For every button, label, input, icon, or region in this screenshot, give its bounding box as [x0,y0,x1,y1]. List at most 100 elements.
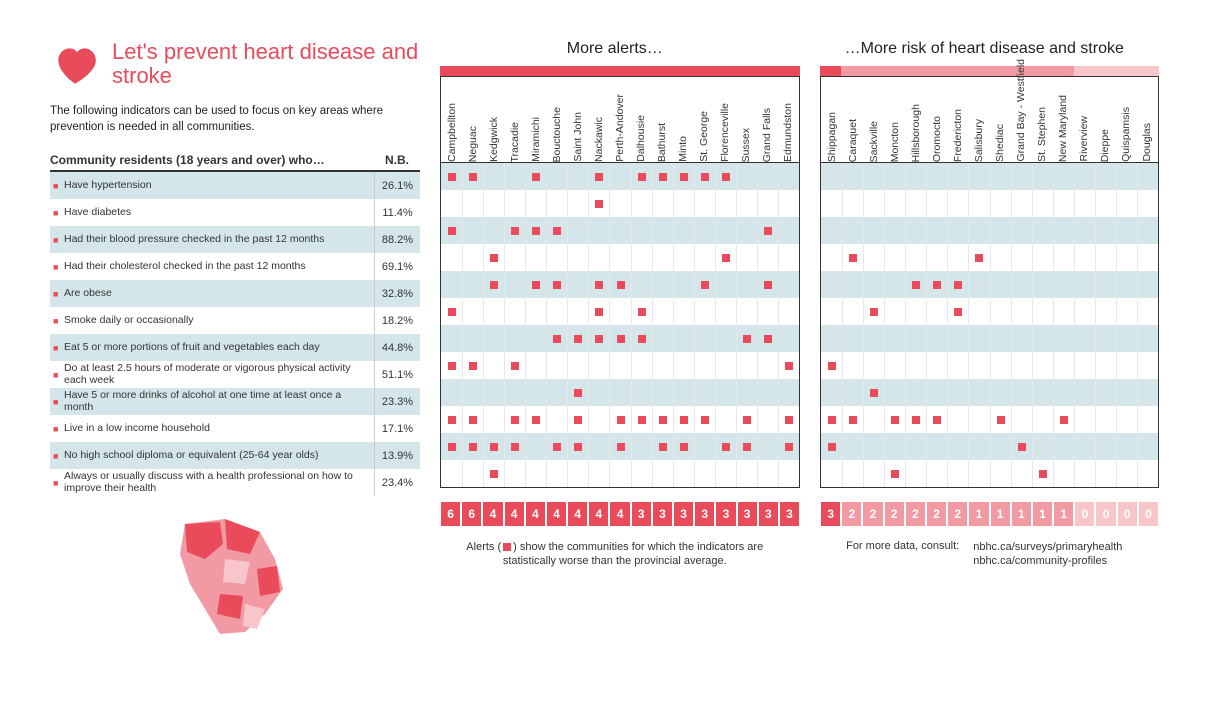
matrix-cell [947,406,968,433]
matrix-cell [1074,460,1095,487]
alert-marker [490,254,498,262]
alert-count: 1 [991,502,1010,526]
matrix-cell [673,325,694,352]
matrix-cell [736,460,757,487]
matrix-cell [1074,190,1095,217]
matrix-cell [546,460,567,487]
matrix-cell [926,433,947,460]
community-header: Tracadie [504,77,525,163]
matrix-cell [1137,163,1158,190]
matrix-cell [842,163,863,190]
matrix-cell [673,271,694,298]
alert-marker [722,254,730,262]
matrix-cell [525,379,546,406]
matrix-cell [462,271,483,298]
matrix-cell [631,298,652,325]
matrix-cell [1137,190,1158,217]
indicator-row: ■ Had their cholesterol checked in the p… [50,253,420,280]
matrix-cell [884,460,905,487]
alert-marker [574,389,582,397]
matrix-cell [652,271,673,298]
alert-marker [659,443,667,451]
matrix-cell [504,163,525,190]
matrix-cell [609,298,630,325]
matrix-cell [1137,460,1158,487]
alert-marker [617,416,625,424]
alert-count: 6 [441,502,460,526]
matrix-cell [1011,433,1032,460]
matrix-cell [968,406,989,433]
matrix-cell [652,163,673,190]
alert-marker [553,281,561,289]
bullet-icon: ■ [50,343,64,353]
alert-marker [448,416,456,424]
alert-marker [595,308,603,316]
matrix-cell [652,379,673,406]
matrix-cell [588,406,609,433]
footer: Alerts () show the communities for which… [440,540,1159,569]
matrix-cell [525,190,546,217]
matrix-cell [441,460,462,487]
matrix-cell [1137,298,1158,325]
matrix-cell [1074,163,1095,190]
matrix-cell [546,406,567,433]
matrix-cell [1011,406,1032,433]
subtitle: The following indicators can be used to … [50,104,420,135]
community-header: Quispamsis [1116,77,1137,163]
alert-marker [659,173,667,181]
matrix-cell [1116,352,1137,379]
alert-count: 2 [906,502,925,526]
matrix-cell [863,352,884,379]
matrix-cell [673,352,694,379]
marker-icon [503,543,511,551]
bullet-icon: ■ [50,262,64,272]
indicator-nb: 26.1% [374,172,420,199]
matrix-cell [990,298,1011,325]
community-header: Grand Bay - Westfield [1011,77,1032,163]
alert-marker [532,227,540,235]
matrix-cell [652,244,673,271]
bullet-icon: ■ [50,289,64,299]
matrix-cell [842,298,863,325]
matrix-cell [546,271,567,298]
matrix-cell [609,217,630,244]
more-alerts-label: More alerts… [440,40,790,58]
matrix-cell [462,433,483,460]
matrix-cell [609,163,630,190]
matrix-cell [715,298,736,325]
matrix-cell [757,325,778,352]
matrix-cell [1116,271,1137,298]
matrix-cell [757,379,778,406]
matrix-cell [567,379,588,406]
matrix-cell [1053,406,1074,433]
bullet-icon: ■ [50,316,64,326]
matrix-cell [567,325,588,352]
matrix-cell [631,244,652,271]
matrix-cell [990,217,1011,244]
matrix-cell [821,433,842,460]
matrix-cell [673,244,694,271]
matrix-cell [525,352,546,379]
indicator-label: No high school diploma or equivalent (25… [64,450,374,462]
matrix-cell [1095,460,1116,487]
matrix-cell [884,379,905,406]
community-header: Shippagan [821,77,842,163]
matrix-cell [694,433,715,460]
matrix-cell [1137,325,1158,352]
matrix-cell [968,433,989,460]
community-header: Sussex [736,77,757,163]
alert-marker [553,227,561,235]
alert-marker [448,362,456,370]
matrix-cell [694,190,715,217]
alert-count: 0 [1139,502,1158,526]
matrix-cell [757,190,778,217]
matrix-cell [905,352,926,379]
alert-count: 3 [674,502,693,526]
matrix-cell [947,190,968,217]
matrix-cell [1032,244,1053,271]
matrix-cell [821,217,842,244]
matrix-cell [926,379,947,406]
community-header: Hillsborough [905,77,926,163]
matrix-cell [525,325,546,352]
alert-marker [638,308,646,316]
